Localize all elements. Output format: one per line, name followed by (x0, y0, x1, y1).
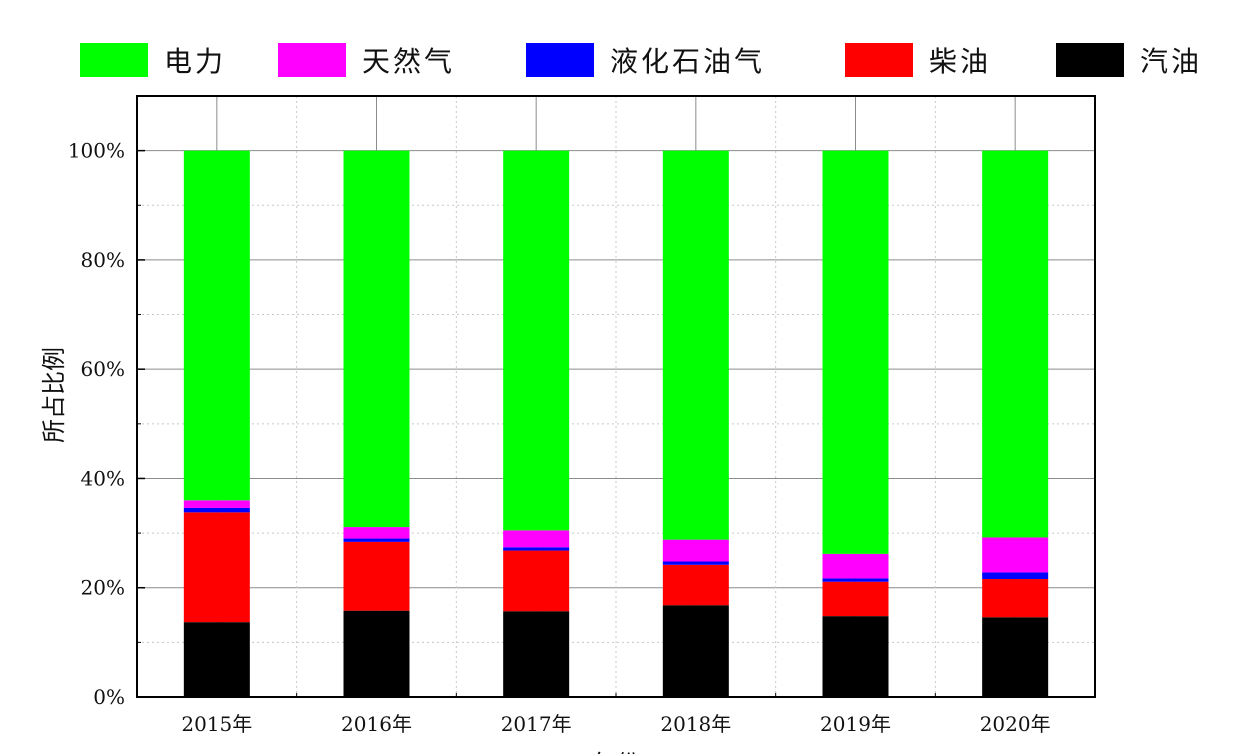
bar-segment (822, 581, 889, 617)
bar-segment (662, 150, 729, 540)
legend-swatch (278, 43, 346, 77)
bar-segment (343, 150, 410, 528)
bar-segment (503, 150, 570, 531)
x-tick-label: 2019年 (820, 712, 891, 736)
bar-segment (822, 616, 889, 697)
bar-segment (183, 512, 250, 623)
bar-segment (662, 564, 729, 606)
x-tick-label: 2016年 (341, 712, 412, 736)
bar-segment (662, 539, 729, 562)
bar-segment (982, 617, 1049, 697)
y-tick-label: 40% (81, 466, 125, 490)
bar-segment (982, 537, 1049, 573)
grid-lines (137, 96, 1095, 697)
legend-item: 液化石油气 (526, 40, 765, 80)
x-tick-label: 2020年 (980, 712, 1051, 736)
legend-item: 柴油 (845, 40, 991, 80)
legend-swatch (80, 43, 148, 77)
y-tick-label: 100% (68, 139, 125, 163)
bar-segment (503, 530, 570, 548)
legend-label: 柴油 (929, 45, 992, 78)
legend-item: 电力 (80, 40, 226, 80)
axes (136, 95, 1096, 698)
bar-segment (183, 507, 250, 513)
legend-swatch (526, 43, 594, 77)
x-axis-title: 年份 (592, 750, 640, 754)
bar-stacks (183, 150, 1049, 697)
bar-segment (183, 500, 250, 508)
bar-segment (183, 622, 250, 697)
y-tick-label: 20% (81, 576, 125, 600)
bar-segment (343, 527, 410, 539)
bar-segment (662, 561, 729, 565)
bar-segment (183, 150, 250, 501)
bar-segment (503, 547, 570, 551)
legend-label: 液化石油气 (610, 45, 766, 78)
legend-item: 天然气 (278, 40, 455, 80)
bar-segment (982, 572, 1049, 579)
legend-label: 电力 (164, 45, 227, 78)
legend-swatch (845, 43, 913, 77)
legend-label: 天然气 (362, 45, 456, 78)
bar-segment (982, 150, 1049, 538)
y-tick-label: 60% (81, 357, 125, 381)
bar-segment (343, 610, 410, 697)
x-tick-label: 2017年 (501, 712, 572, 736)
bar-segment (343, 538, 410, 542)
bar-segment (503, 550, 570, 612)
chart-legend: 电力 天然气 液化石油气 柴油 汽油 (0, 40, 1237, 80)
bar-segment (662, 605, 729, 697)
legend-item: 汽油 (1056, 40, 1202, 80)
y-axis-title: 所占比例 (40, 347, 68, 443)
y-tick-label: 80% (81, 248, 125, 272)
bar-segment (822, 150, 889, 554)
y-tick-label: 0% (93, 685, 125, 709)
legend-label: 汽油 (1140, 45, 1203, 78)
x-tick-label: 2018年 (660, 712, 731, 736)
bar-segment (982, 578, 1049, 618)
bar-segment (822, 553, 889, 579)
tick-labels: 0% 20% 40% 60% 80% 100% 2015年 2016年 2017年 2018年 20… (68, 139, 1051, 736)
bar-segment (343, 541, 410, 611)
bar-segment (822, 578, 889, 582)
x-tick-label: 2015年 (181, 712, 252, 736)
legend-swatch (1056, 43, 1124, 77)
bar-segment (503, 611, 570, 697)
